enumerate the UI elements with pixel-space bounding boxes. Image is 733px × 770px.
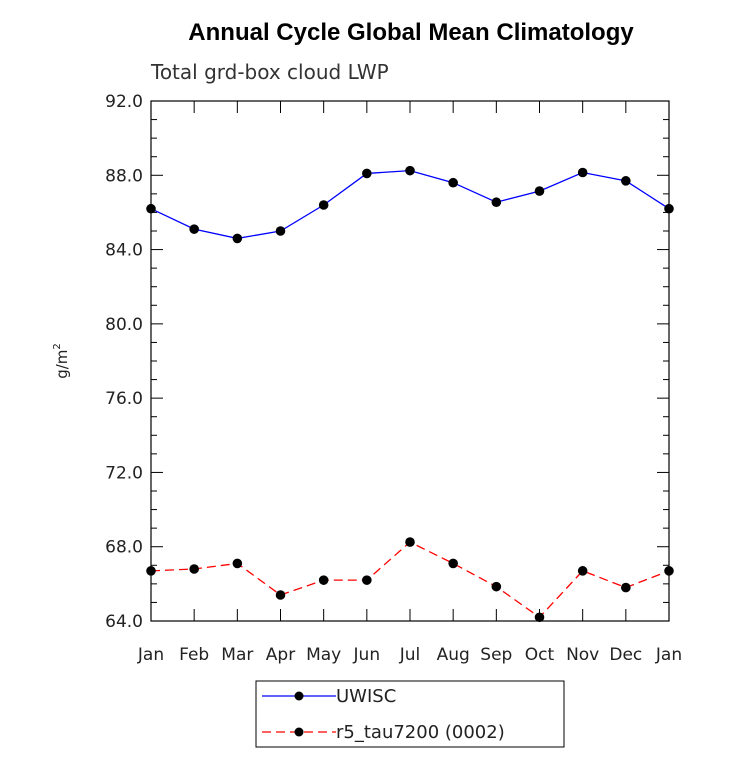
series-0-point <box>448 177 458 188</box>
x-tick-label: Sep <box>480 645 512 665</box>
x-tick-label: Oct <box>525 645 555 665</box>
x-tick-label: Feb <box>179 645 209 665</box>
series-line-1 <box>150 541 670 619</box>
y-axis-label-superscript: 2 <box>52 343 63 349</box>
x-tick-label: Jan <box>137 645 164 665</box>
legend-marker-r5 <box>294 727 304 737</box>
chart-subtitle: Total grd-box cloud LWP <box>150 60 389 84</box>
legend-label-r5: r5_tau7200 (0002) <box>336 722 505 743</box>
legend-label-uwisc: UWISC <box>336 686 396 707</box>
legend-marker-uwisc <box>294 691 304 701</box>
series-0-point <box>146 203 156 214</box>
x-tick-label: Apr <box>266 645 295 665</box>
series-1-point <box>318 575 329 585</box>
y-tick-label: 88.0 <box>105 166 143 186</box>
x-tick-label: Jan <box>655 645 682 665</box>
series-1-point <box>232 558 243 569</box>
series-0-point <box>534 186 545 196</box>
x-tick-label: Mar <box>221 645 253 665</box>
series-0-point <box>362 168 372 179</box>
series-0-point <box>491 197 502 208</box>
series-0-point <box>189 224 199 234</box>
y-tick-label: 80.0 <box>105 315 143 335</box>
series-1-point <box>189 564 199 574</box>
series-0-point <box>275 226 286 236</box>
series-0-point <box>318 200 329 210</box>
y-tick-label: 92.0 <box>105 92 143 112</box>
series-0-point <box>232 233 243 244</box>
series-1-point <box>577 566 588 576</box>
series-0-point <box>405 165 415 176</box>
series-1-point <box>448 558 458 569</box>
legend: UWISC r5_tau7200 (0002) <box>255 680 565 748</box>
series-0-point <box>621 176 631 186</box>
y-axis-label-text: g/m <box>53 350 71 379</box>
series-1-point <box>491 581 502 592</box>
series-1-point <box>275 590 286 600</box>
y-tick-label: 72.0 <box>105 463 143 483</box>
y-axis-label: g/m2 <box>52 343 71 379</box>
series-1-point <box>664 566 674 576</box>
x-tick-label: Aug <box>437 645 470 665</box>
series-0-point <box>664 203 674 214</box>
x-tick-label: Dec <box>609 645 642 665</box>
series-1-point <box>621 582 631 593</box>
series-0-point <box>577 167 588 178</box>
legend-box <box>255 680 565 748</box>
y-axis: 64.0 68.0 72.0 76.0 80.0 84.0 88.0 92.0 <box>105 92 669 632</box>
y-tick-label: 76.0 <box>105 389 143 409</box>
y-tick-label: 68.0 <box>105 538 143 558</box>
series-layer <box>146 165 674 623</box>
x-tick-label: Jul <box>399 645 421 665</box>
x-tick-label: Nov <box>566 645 599 665</box>
series-line-0 <box>150 169 670 240</box>
y-tick-label: 64.0 <box>105 612 143 632</box>
series-1-point <box>146 566 156 576</box>
series-1-point <box>534 612 545 623</box>
chart-title: Annual Cycle Global Mean Climatology <box>188 19 634 46</box>
series-1-point <box>362 575 372 585</box>
x-tick-label: May <box>306 645 341 665</box>
y-tick-label: 84.0 <box>105 241 143 261</box>
x-axis: Jan Feb Mar Apr May Jun Jul Aug Sep Oct Nov Dec Jan <box>137 101 682 665</box>
series-1-point <box>405 537 415 547</box>
x-tick-label: Jun <box>353 645 381 665</box>
